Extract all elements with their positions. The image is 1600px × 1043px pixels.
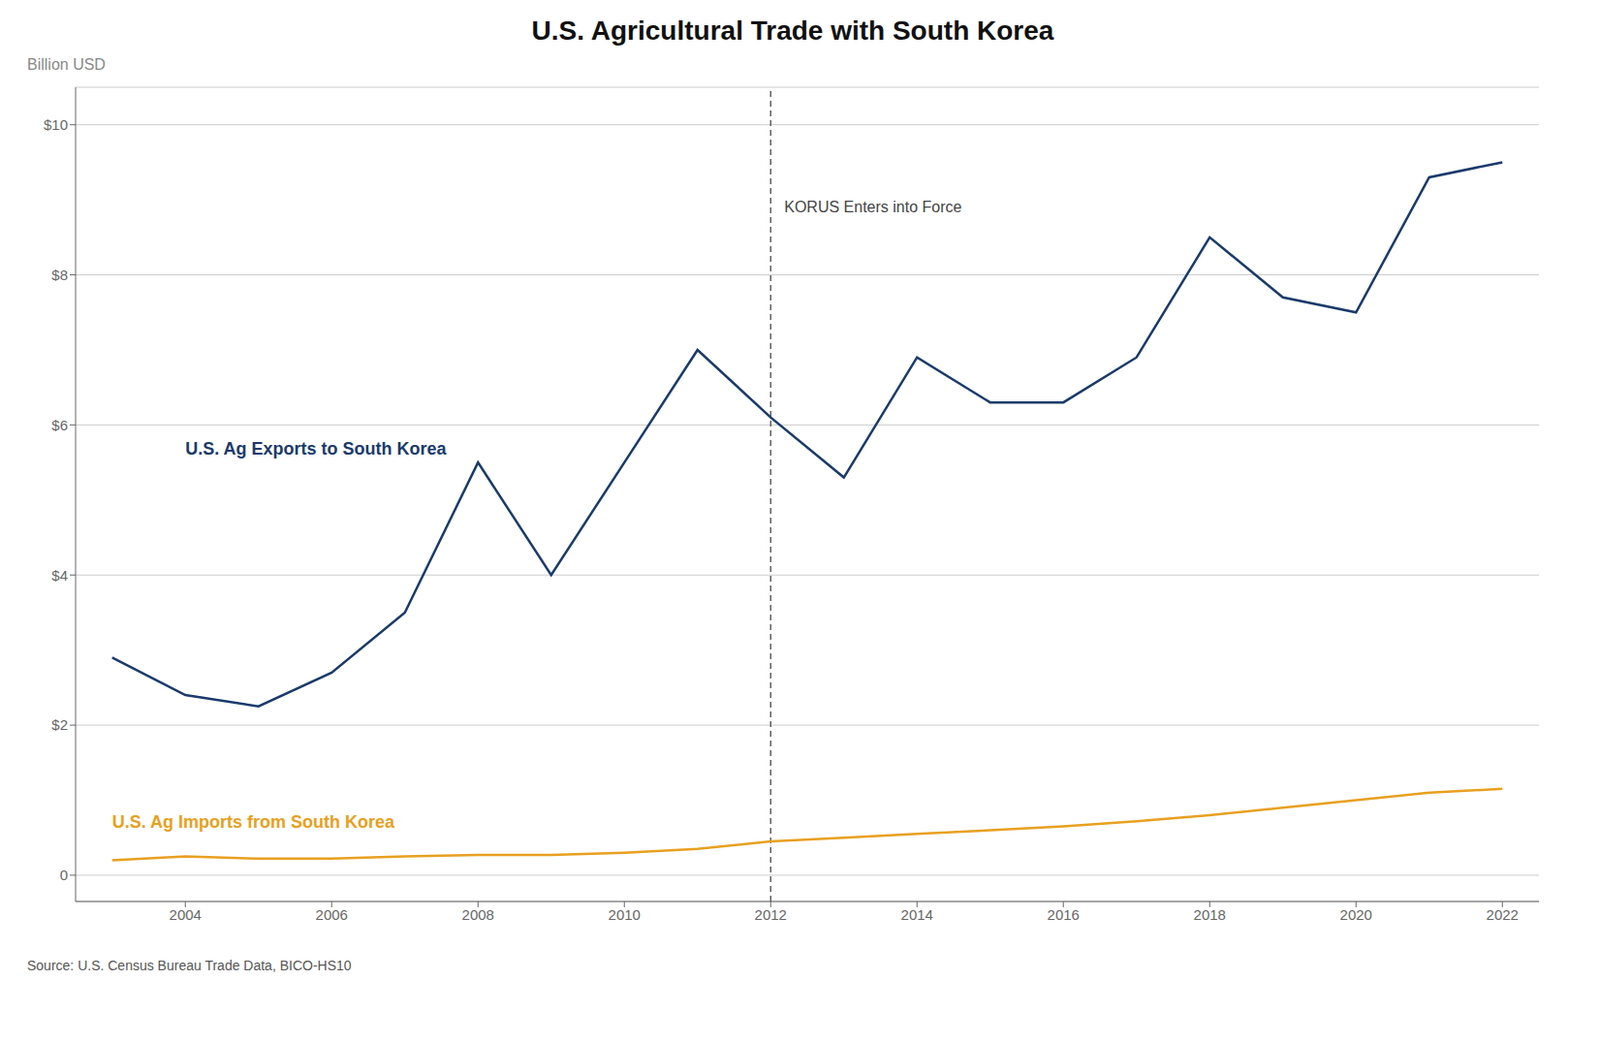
svg-text:2008: 2008 — [462, 906, 495, 923]
html-text:Source: U.S. Census Bureau Tra: Source: U.S. Census Bureau Trade Data, B… — [27, 957, 352, 973]
svg-text:$2: $2 — [51, 716, 68, 733]
html-text:Billion USD: Billion USD — [27, 56, 106, 73]
svg-text:2014: 2014 — [901, 906, 934, 923]
svg-text:KORUS Enters into Force: KORUS Enters into Force — [784, 198, 962, 216]
svg-text:2020: 2020 — [1340, 906, 1373, 923]
svg-text:2012: 2012 — [754, 906, 787, 923]
svg-text:2010: 2010 — [608, 906, 641, 923]
svg-text:U.S. Ag Imports from South Kor: U.S. Ag Imports from South Korea — [112, 812, 396, 832]
svg-text:$8: $8 — [51, 266, 68, 283]
svg-text:2016: 2016 — [1047, 906, 1080, 923]
svg-text:$4: $4 — [51, 566, 68, 584]
svg-text:2006: 2006 — [315, 906, 348, 923]
svg-text:0: 0 — [60, 866, 68, 883]
svg-text:2022: 2022 — [1486, 906, 1519, 923]
html-text:U.S. Agricultural Trade with S: U.S. Agricultural Trade with South Korea — [531, 15, 1054, 46]
svg-text:2018: 2018 — [1193, 906, 1226, 923]
svg-text:$6: $6 — [51, 416, 68, 434]
svg-text:U.S. Ag Exports to South Korea: U.S. Ag Exports to South Korea — [185, 439, 447, 459]
svg-text:$10: $10 — [43, 116, 68, 133]
svg-text:2004: 2004 — [169, 906, 202, 923]
